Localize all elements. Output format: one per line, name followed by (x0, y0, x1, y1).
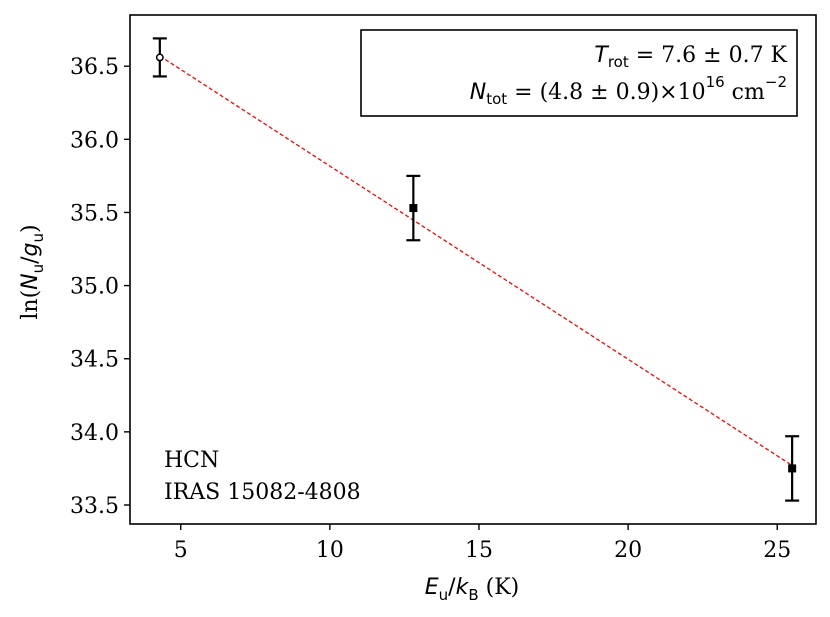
x-axis-label: Eu/kB (K) (425, 575, 520, 604)
y-tick-label-5: 36.0 (70, 128, 119, 153)
x-tick-label-3: 20 (614, 538, 642, 563)
molecule-label: HCN (164, 448, 219, 473)
x-tick-label-4: 25 (763, 538, 791, 563)
x-tick-label-2: 15 (465, 538, 493, 563)
y-axis-label: ln(Nu/gu) (18, 224, 47, 319)
y-tick-label-1: 34.0 (70, 421, 119, 446)
data-point-1 (409, 204, 418, 213)
axes-frame (129, 14, 817, 525)
x-tick-label-1: 10 (316, 538, 344, 563)
x-tick-label-0: 5 (174, 538, 188, 563)
ntot-line: Ntot = (4.8 ± 0.9)×1016 cm−2 (470, 73, 787, 108)
plot-area: 5 10 15 20 25 33.5 34.0 34.5 35.0 35.5 36.0 36.5 (70, 14, 817, 563)
y-tick-label-3: 35.0 (70, 275, 119, 300)
y-tick-label-2: 34.5 (70, 348, 119, 373)
y-tick-label-0: 33.5 (70, 494, 119, 519)
result-box (360, 29, 798, 117)
trot-line: Trot = 7.6 ± 0.7 K (594, 43, 787, 71)
fit-line (159, 55, 793, 467)
data-point-0 (155, 53, 164, 62)
y-tick-label-4: 35.5 (70, 201, 119, 226)
source-label: IRAS 15082-4808 (164, 480, 361, 505)
data-point-2 (788, 464, 797, 473)
y-tick-label-6: 36.5 (70, 55, 119, 80)
